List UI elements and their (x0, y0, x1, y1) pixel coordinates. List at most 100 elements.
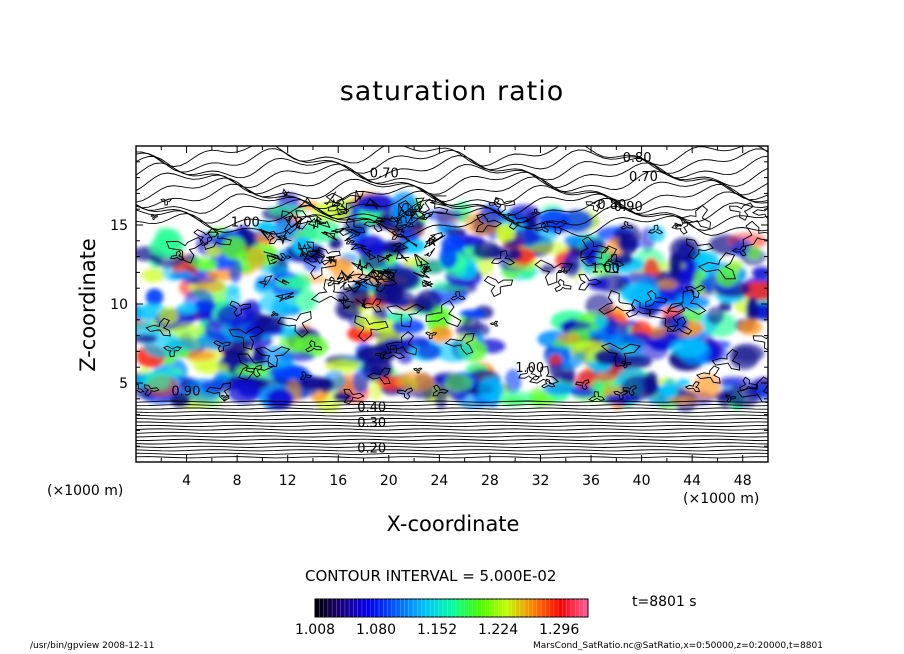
saturation-field (136, 191, 768, 413)
colorbar-tick-label: 1.008 (294, 622, 336, 638)
contour-line (136, 400, 768, 403)
saturation-blob (136, 334, 158, 344)
contour-loop (649, 303, 686, 332)
saturation-blob (415, 289, 442, 314)
contour-loop (671, 221, 689, 235)
contour-loop (540, 378, 556, 389)
contour-loop (268, 230, 288, 244)
contour-loop (666, 316, 693, 335)
contour-loop (220, 394, 230, 401)
x-tick-label: 48 (734, 473, 752, 489)
contour-loop (277, 311, 312, 338)
contour-line (136, 169, 768, 196)
x-tick-label: 20 (380, 473, 398, 489)
contour-loop (284, 214, 295, 228)
contour-loop (530, 208, 541, 215)
saturation-blob (462, 315, 482, 338)
saturation-blob (746, 246, 761, 260)
contour-line (136, 407, 768, 410)
contour-loop (598, 290, 635, 315)
saturation-blob (559, 320, 592, 331)
contour-loop (422, 198, 449, 219)
saturation-blob (445, 228, 467, 237)
contour-loop (430, 234, 436, 247)
plot-area: 0.800.800.900.70 0.701.001.001.000.900.40… (136, 146, 768, 459)
saturation-blob (620, 283, 659, 305)
saturation-blob (662, 378, 678, 403)
footer-program-info: /usr/bin/gpview 2008-12-11 (30, 641, 155, 651)
saturation-blob (590, 379, 605, 394)
saturation-blob (355, 194, 395, 213)
saturation-blob (382, 338, 413, 347)
saturation-blob (649, 225, 666, 243)
saturation-blob (675, 378, 691, 389)
contour-loop (325, 192, 361, 216)
saturation-blob (387, 290, 416, 309)
saturation-blob (718, 300, 732, 313)
contour-loop (739, 376, 759, 392)
colorbar (314, 598, 589, 618)
contour-line (136, 445, 768, 448)
contour-loop (421, 279, 434, 288)
contour-loop (494, 197, 516, 214)
contour-loop (355, 298, 367, 310)
contour-loop (346, 237, 356, 245)
contour-loop (752, 335, 768, 351)
contour-loop (751, 206, 768, 220)
contour-loop (432, 384, 449, 397)
contour-loop (398, 202, 409, 217)
saturation-blob (333, 391, 353, 403)
contour-loop (415, 197, 425, 212)
contour-line (136, 424, 768, 428)
saturation-blob (225, 288, 241, 306)
saturation-blob (549, 354, 562, 365)
contour-loop (621, 360, 632, 369)
contour-line (136, 148, 768, 174)
contour-loop (534, 259, 574, 286)
saturation-blob (274, 277, 310, 289)
contour-loop (375, 217, 386, 224)
saturation-blob (144, 371, 171, 391)
saturation-blob (752, 266, 768, 279)
saturation-blob (666, 395, 701, 405)
contour-loop (277, 230, 292, 246)
y-axis-unit-label: (×1000 m) (47, 483, 124, 499)
contour-line (136, 421, 768, 424)
saturation-blob (585, 293, 614, 319)
contour-loop (385, 331, 418, 356)
contour-loop (297, 196, 313, 209)
contour-loop (363, 217, 384, 233)
contour-loop (305, 339, 323, 353)
contour-loop (424, 331, 438, 340)
contour-loop (303, 254, 337, 280)
x-axis-label: X-coordinate (386, 512, 520, 536)
saturation-blob (478, 375, 504, 402)
contour-loop (193, 229, 219, 247)
y-tick-label: 10 (110, 297, 128, 313)
contour-loop (391, 240, 409, 253)
contour-loop (444, 333, 475, 355)
saturation-blob (176, 303, 198, 315)
contour-loop (150, 214, 159, 221)
saturation-blob (718, 376, 751, 387)
contour-loop (697, 252, 736, 280)
x-tick-label: 12 (279, 473, 297, 489)
contour-loop (274, 278, 290, 286)
contour-loop (430, 195, 447, 207)
saturation-blob (472, 241, 501, 260)
saturation-blob (145, 288, 164, 306)
x-axis-unit-label: (×1000 m) (683, 491, 760, 507)
x-tick-label: 44 (683, 473, 701, 489)
contour-loop (327, 198, 350, 214)
contour-loop (327, 276, 341, 287)
saturation-blob (429, 325, 453, 343)
saturation-blob (387, 311, 411, 322)
contour-loop (425, 299, 462, 328)
saturation-blob (255, 275, 272, 291)
contour-label: 1.00 (515, 361, 544, 376)
saturation-blob (318, 377, 335, 394)
contour-line (136, 438, 768, 441)
contour-loop (728, 202, 754, 221)
contour-label: 0.20 (357, 442, 386, 457)
